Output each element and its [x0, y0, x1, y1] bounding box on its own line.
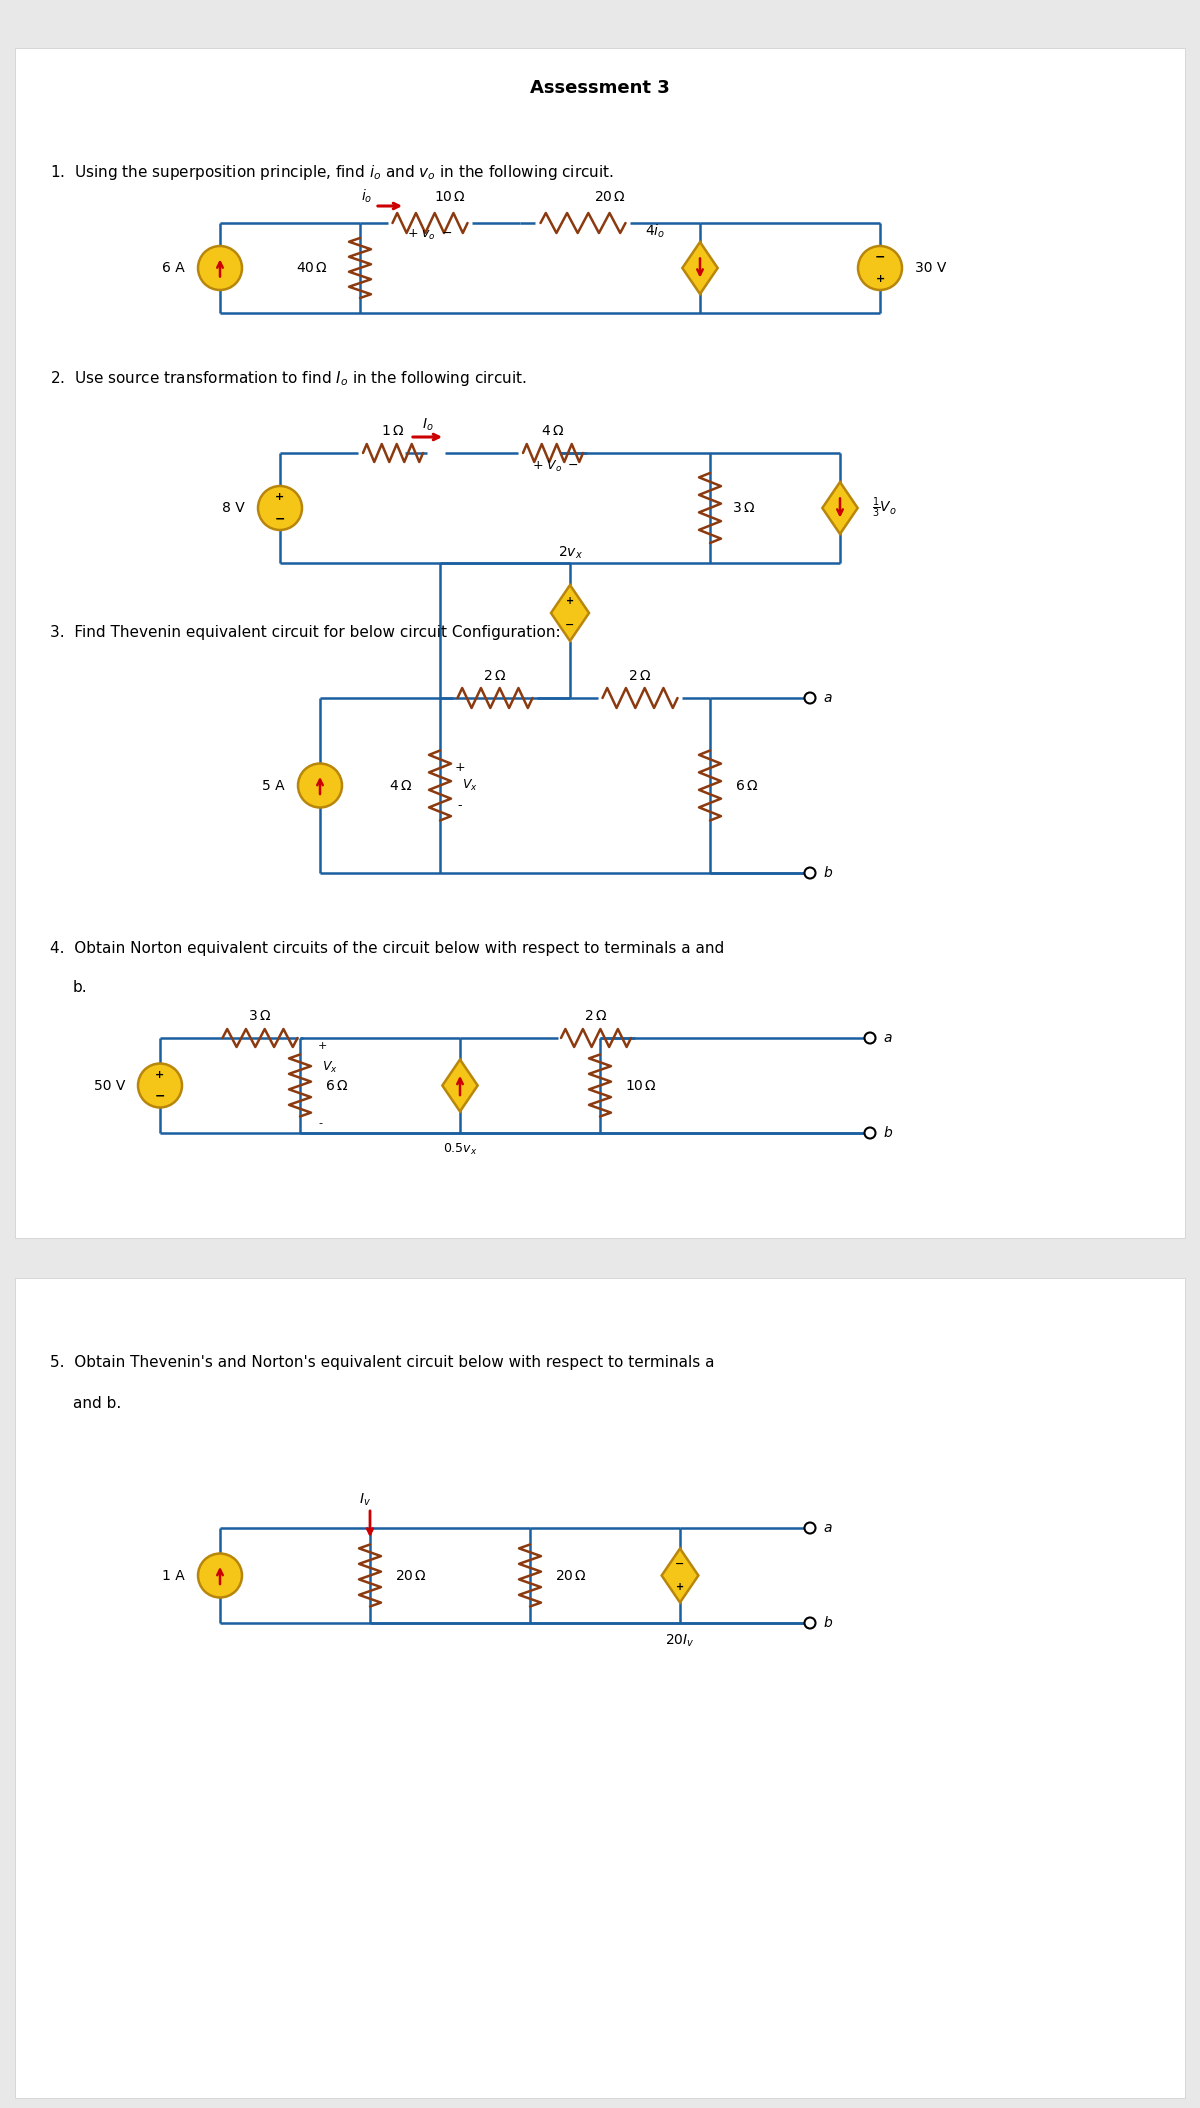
Circle shape — [804, 1617, 816, 1629]
Text: 5 A: 5 A — [263, 778, 286, 793]
Text: 8 V: 8 V — [222, 502, 245, 514]
Circle shape — [804, 694, 816, 704]
Text: b: b — [883, 1126, 892, 1140]
Text: 6 A: 6 A — [162, 261, 185, 274]
Text: $0.5v_x$: $0.5v_x$ — [443, 1140, 478, 1157]
Text: $20I_v$: $20I_v$ — [665, 1634, 695, 1648]
Text: +: + — [318, 1041, 328, 1052]
Circle shape — [858, 247, 902, 291]
Text: $4i_o$: $4i_o$ — [644, 221, 665, 240]
Text: $I_o$: $I_o$ — [422, 417, 434, 434]
Text: b: b — [823, 866, 832, 879]
Text: a: a — [883, 1031, 892, 1046]
FancyBboxPatch shape — [14, 48, 1186, 1237]
Text: $3\,\Omega$: $3\,\Omega$ — [248, 1010, 271, 1022]
Text: +: + — [275, 493, 284, 502]
Text: +: + — [566, 597, 574, 607]
Text: b: b — [823, 1617, 832, 1629]
Text: 4.  Obtain Norton equivalent circuits of the circuit below with respect to termi: 4. Obtain Norton equivalent circuits of … — [50, 940, 725, 955]
Text: $I_v$: $I_v$ — [359, 1492, 371, 1507]
Text: and b.: and b. — [73, 1395, 121, 1410]
Circle shape — [804, 1522, 816, 1533]
Text: 1 A: 1 A — [162, 1568, 185, 1583]
Text: Assessment 3: Assessment 3 — [530, 78, 670, 97]
Text: b.: b. — [73, 980, 88, 995]
Text: a: a — [823, 1522, 832, 1535]
Text: 2.  Use source transformation to find $I_o$ in the following circuit.: 2. Use source transformation to find $I_… — [50, 369, 527, 388]
Text: $+ \ v_o \ -$: $+ \ v_o \ -$ — [407, 228, 452, 242]
Circle shape — [864, 1033, 876, 1043]
Text: $V_x$: $V_x$ — [462, 778, 478, 793]
FancyBboxPatch shape — [14, 1277, 1186, 2097]
Circle shape — [864, 1128, 876, 1138]
Text: $1\,\Omega$: $1\,\Omega$ — [382, 424, 404, 438]
Polygon shape — [822, 483, 858, 533]
Text: −: − — [875, 251, 886, 264]
Text: +: + — [676, 1581, 684, 1592]
Text: −: − — [155, 1090, 166, 1102]
Circle shape — [804, 868, 816, 879]
Text: 50 V: 50 V — [94, 1079, 125, 1092]
Text: $2\,\Omega$: $2\,\Omega$ — [629, 668, 652, 683]
Text: $2\,\Omega$: $2\,\Omega$ — [584, 1010, 607, 1022]
Text: $20\,\Omega$: $20\,\Omega$ — [554, 1568, 587, 1583]
Circle shape — [298, 763, 342, 807]
Text: $6\,\Omega$: $6\,\Omega$ — [734, 778, 758, 793]
Polygon shape — [683, 242, 718, 293]
Text: $+ \ V_o \ -$: $+ \ V_o \ -$ — [532, 457, 578, 474]
Text: $2\,\Omega$: $2\,\Omega$ — [484, 668, 506, 683]
Text: +: + — [155, 1071, 164, 1079]
Text: 3.  Find Thevenin equivalent circuit for below circuit Configuration:: 3. Find Thevenin equivalent circuit for … — [50, 626, 560, 641]
Text: +: + — [875, 274, 884, 285]
Circle shape — [198, 247, 242, 291]
Text: $40\,\Omega$: $40\,\Omega$ — [296, 261, 328, 274]
Text: 30 V: 30 V — [916, 261, 947, 274]
Text: $2v_x$: $2v_x$ — [558, 544, 582, 561]
Text: −: − — [565, 620, 575, 630]
Text: a: a — [823, 691, 832, 704]
Text: $\frac{1}{3}V_o$: $\frac{1}{3}V_o$ — [872, 495, 896, 521]
Polygon shape — [661, 1549, 698, 1602]
Circle shape — [138, 1065, 182, 1107]
Text: −: − — [676, 1560, 685, 1568]
Text: $i_o$: $i_o$ — [361, 188, 373, 204]
Text: $4\,\Omega$: $4\,\Omega$ — [389, 778, 412, 793]
Polygon shape — [443, 1060, 478, 1111]
Circle shape — [198, 1554, 242, 1598]
Text: $6\,\Omega$: $6\,\Omega$ — [325, 1079, 348, 1092]
Text: $3\,\Omega$: $3\,\Omega$ — [732, 502, 755, 514]
Text: $10\,\Omega$: $10\,\Omega$ — [434, 190, 466, 204]
Text: +: + — [455, 761, 466, 774]
Text: $V_x$: $V_x$ — [322, 1060, 338, 1075]
Text: -: - — [457, 799, 462, 812]
Text: $20\,\Omega$: $20\,\Omega$ — [594, 190, 626, 204]
Text: $4\,\Omega$: $4\,\Omega$ — [541, 424, 565, 438]
Text: $20\,\Omega$: $20\,\Omega$ — [395, 1568, 427, 1583]
Text: $10\,\Omega$: $10\,\Omega$ — [625, 1079, 658, 1092]
Text: -: - — [318, 1117, 322, 1128]
Text: 1.  Using the superposition principle, find $i_o$ and $v_o$ in the following cir: 1. Using the superposition principle, fi… — [50, 164, 614, 183]
Text: −: − — [275, 512, 286, 525]
Polygon shape — [551, 586, 589, 641]
Circle shape — [258, 487, 302, 529]
Text: 5.  Obtain Thevenin's and Norton's equivalent circuit below with respect to term: 5. Obtain Thevenin's and Norton's equiva… — [50, 1355, 714, 1370]
